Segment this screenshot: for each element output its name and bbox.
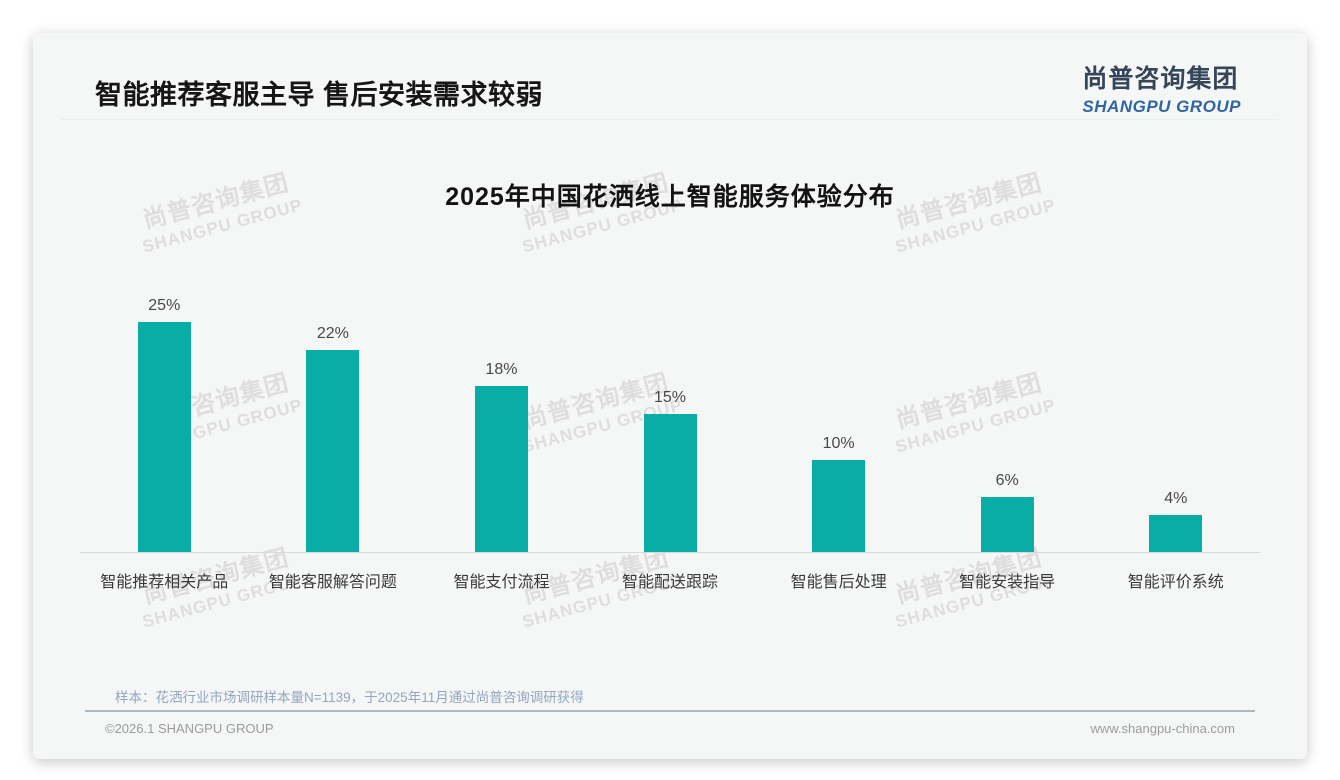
bar	[1149, 515, 1203, 552]
category-label: 智能客服解答问题	[268, 574, 397, 591]
report-card: 尚普咨询集团 SHANGPU GROUP 尚普咨询集团 SHANGPU GROUP 尚普…	[33, 33, 1307, 759]
category-label: 智能售后处理	[790, 574, 887, 591]
brand-logo-cn: 尚普咨询集团	[1082, 65, 1239, 93]
bar-column: 25%	[80, 297, 249, 552]
footer-divider	[85, 710, 1255, 712]
chart-title: 2025年中国花洒线上智能服务体验分布	[445, 183, 895, 211]
category-label: 智能评价系统	[1127, 574, 1224, 591]
bar	[812, 460, 866, 552]
bar	[306, 349, 360, 552]
sample-note: 样本：花洒行业市场调研样本量N=1139，于2025年11月通过尚普咨询调研获得	[115, 690, 584, 705]
chart-plot: 25% 22% 18% 15% 10% 6% 4%	[80, 295, 1260, 553]
bar-value-label: 15%	[654, 389, 687, 406]
bar-value-label: 22%	[316, 324, 349, 342]
bar-value-label: 10%	[822, 435, 855, 452]
bar-column: 10%	[754, 435, 923, 552]
chart-category-axis: 智能推荐相关产品 智能客服解答问题 智能支付流程 智能配送跟踪 智能售后处理 智能安装指导…	[80, 568, 1260, 592]
bar	[474, 386, 528, 552]
bar	[980, 496, 1034, 552]
bar	[643, 414, 697, 552]
bar-column: 4%	[1091, 490, 1260, 552]
brand-logo: 尚普咨询集团 SHANGPU GROUP	[1082, 59, 1241, 117]
bar-column: 15%	[586, 389, 755, 552]
website-text: www.shangpu-china.com	[1090, 721, 1235, 736]
header-divider	[61, 119, 1279, 120]
page-title: 智能推荐客服主导 售后安装需求较弱	[95, 80, 544, 110]
brand-logo-en: SHANGPU GROUP	[1082, 97, 1241, 116]
bar-value-label: 4%	[1164, 490, 1188, 508]
bar-value-label: 25%	[148, 297, 181, 314]
bar	[137, 322, 191, 552]
category-label: 智能推荐相关产品	[100, 574, 229, 591]
bar-value-label: 18%	[485, 361, 518, 379]
category-label: 智能支付流程	[453, 574, 550, 591]
category-label: 智能安装指导	[959, 574, 1056, 591]
bar-column: 18%	[417, 361, 586, 552]
footer-bar: ©2026.1 SHANGPU GROUP www.shangpu-china.…	[105, 721, 1235, 736]
category-label: 智能配送跟踪	[622, 574, 719, 591]
bar-column: 6%	[923, 472, 1092, 552]
bar-column: 22%	[249, 325, 418, 552]
copyright-text: ©2026.1 SHANGPU GROUP	[105, 721, 274, 736]
bar-value-label: 6%	[995, 471, 1019, 489]
